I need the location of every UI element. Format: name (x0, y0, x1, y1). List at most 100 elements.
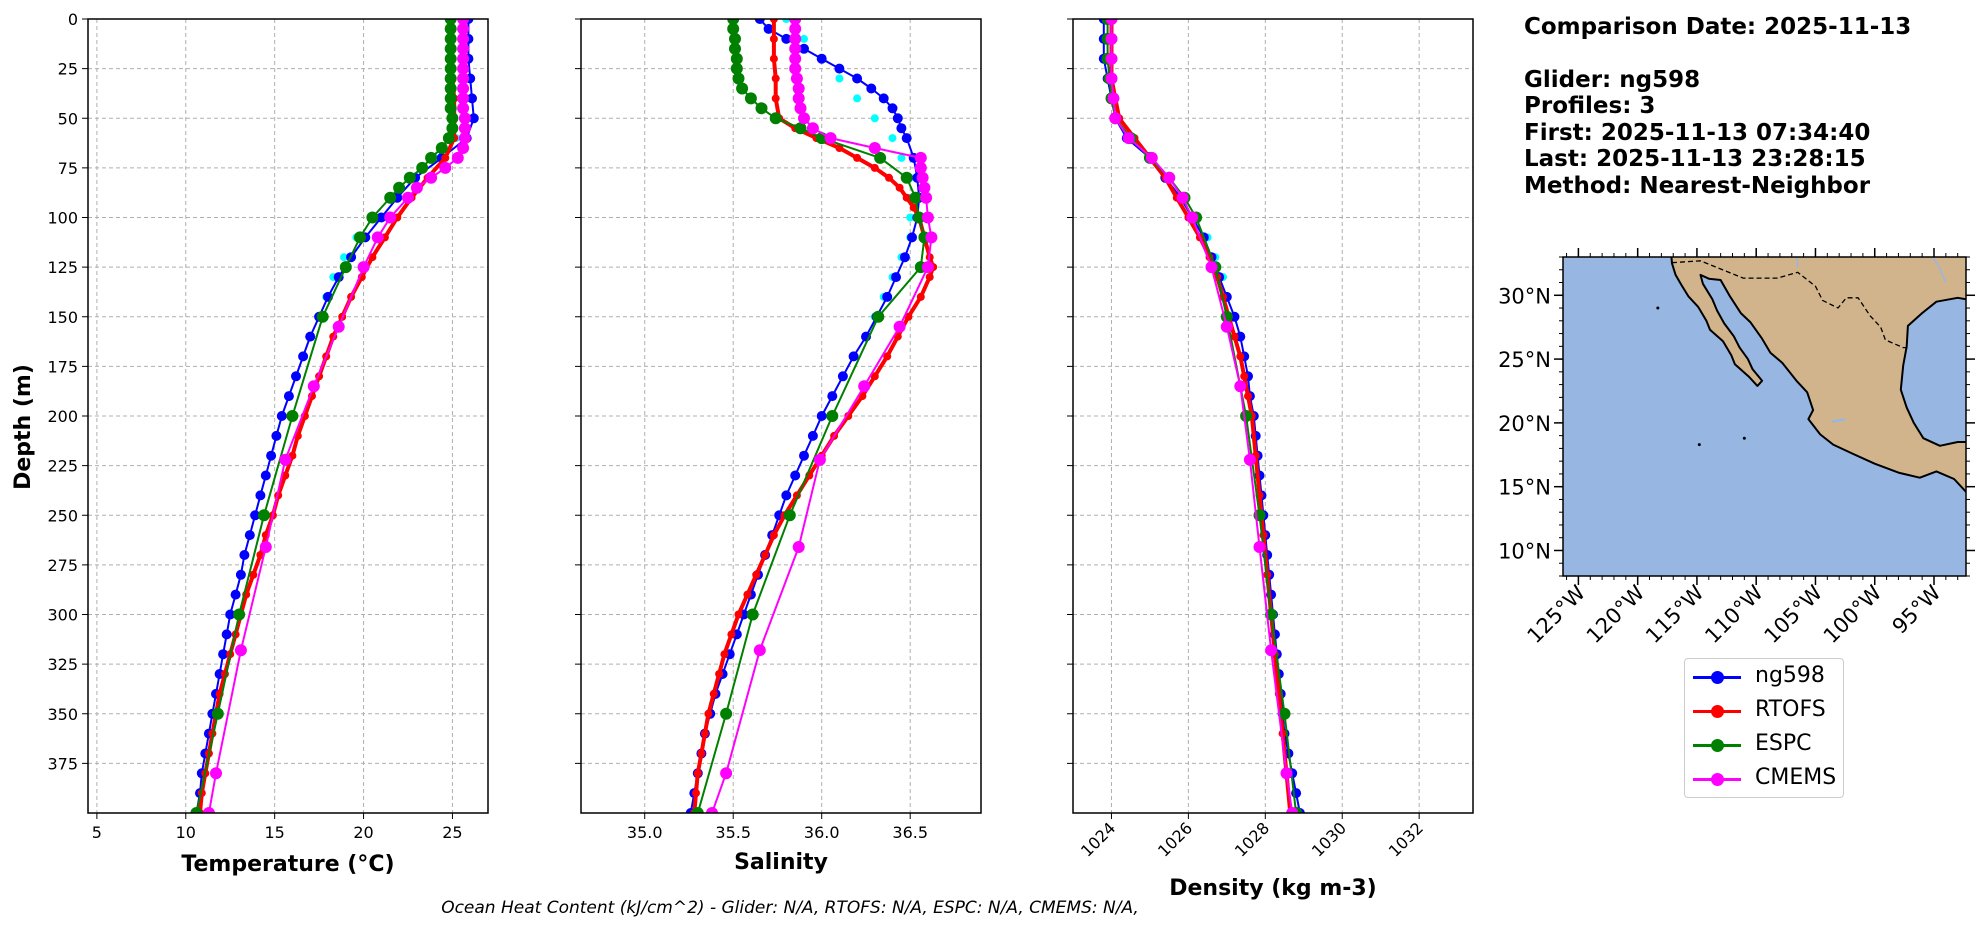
data-point (316, 310, 329, 323)
data-point (769, 34, 778, 43)
data-point (1243, 453, 1256, 466)
data-point (888, 134, 897, 143)
data-point (729, 42, 741, 55)
data-point (332, 320, 345, 333)
series-espc (190, 19, 459, 813)
data-point (1235, 331, 1246, 342)
data-point (720, 767, 733, 780)
data-point (1236, 352, 1245, 361)
data-point (1240, 410, 1253, 422)
data-point (904, 312, 913, 321)
data-point (340, 253, 348, 262)
data-point (907, 232, 917, 243)
y-tick-label: 100 (47, 209, 78, 228)
panel-salinity: 35.0 35.5 36.0 36.5 Salinity (575, 18, 982, 875)
data-point (892, 113, 903, 124)
data-point (925, 273, 934, 282)
data-point (693, 769, 702, 778)
data-point (439, 161, 452, 174)
data-point (457, 62, 470, 75)
data-point (868, 142, 881, 154)
legend-label: ESPC (1755, 731, 1812, 756)
legend-marker (1711, 671, 1724, 684)
data-point (761, 551, 770, 559)
data-point (925, 231, 938, 244)
data-point (783, 509, 796, 522)
data-point (458, 132, 471, 145)
data-point (233, 608, 246, 621)
data-point (715, 670, 724, 678)
data-point (1105, 32, 1118, 45)
data-point (1278, 707, 1291, 720)
data-point (444, 52, 457, 65)
data-point (339, 261, 352, 274)
data-point (769, 19, 778, 23)
data-point (704, 709, 713, 718)
data-point (816, 411, 827, 421)
data-point (444, 102, 457, 115)
data-point (451, 151, 464, 164)
data-point (1230, 332, 1239, 341)
data-point (918, 181, 931, 194)
data-point (1186, 211, 1199, 224)
data-point (692, 789, 700, 798)
data-point (720, 707, 733, 720)
data-point (730, 62, 743, 75)
legend-item-ng598: ng598 (1685, 661, 1845, 695)
data-point (790, 72, 803, 85)
data-point (307, 380, 320, 393)
data-point (435, 142, 448, 154)
data-point (468, 113, 479, 124)
data-point (1240, 372, 1249, 381)
data-point (255, 490, 266, 501)
data-point (769, 112, 782, 125)
y-tick-label: 150 (47, 308, 78, 327)
data-point (425, 171, 438, 184)
x-tick-label: 1026 (1154, 818, 1196, 860)
data-point (720, 650, 729, 659)
glider-name: Glider: ng598 (1524, 66, 1701, 93)
data-point (402, 191, 414, 204)
data-point (709, 689, 718, 698)
data-point (444, 92, 457, 105)
legend-item-cmems: CMEMS (1685, 763, 1845, 797)
data-point (249, 570, 258, 579)
map-lon-label: 115°W (1641, 580, 1709, 648)
data-point (366, 211, 379, 224)
data-point (790, 470, 801, 481)
data-point (1244, 392, 1252, 401)
data-point (457, 82, 470, 95)
x-tick-label: 25 (442, 823, 462, 842)
data-point (384, 211, 397, 224)
data-point (441, 153, 450, 162)
data-point (883, 352, 892, 361)
legend: ng598 RTOFS ESPC CMEMS (1684, 658, 1844, 798)
legend-item-espc: ESPC (1685, 729, 1845, 763)
data-point (870, 163, 879, 172)
map-lat-label: 10°N (1498, 539, 1551, 563)
data-point (755, 102, 768, 115)
y-tick-label: 350 (47, 705, 78, 724)
data-point (858, 380, 871, 393)
data-point (899, 252, 910, 263)
data-point (446, 122, 459, 135)
map-lon-label: 125°W (1523, 580, 1591, 648)
y-tick-label: 50 (58, 109, 78, 128)
x-tick-label: 35.5 (715, 823, 751, 842)
y-tick-label: 325 (47, 655, 78, 674)
data-point (891, 272, 901, 283)
data-point (1176, 191, 1189, 204)
data-point (834, 63, 845, 74)
map-land (1670, 257, 1966, 495)
legend-marker (1711, 739, 1724, 752)
map-lon-label: 120°W (1582, 580, 1650, 648)
data-point (1105, 72, 1118, 85)
data-point (457, 72, 470, 85)
data-point (799, 43, 809, 54)
map-lat-label: 25°N (1498, 348, 1551, 372)
data-point (921, 211, 934, 224)
data-point (1145, 151, 1158, 164)
data-point (333, 272, 344, 283)
map-lon-label: 105°W (1760, 580, 1828, 648)
data-point (897, 153, 906, 162)
